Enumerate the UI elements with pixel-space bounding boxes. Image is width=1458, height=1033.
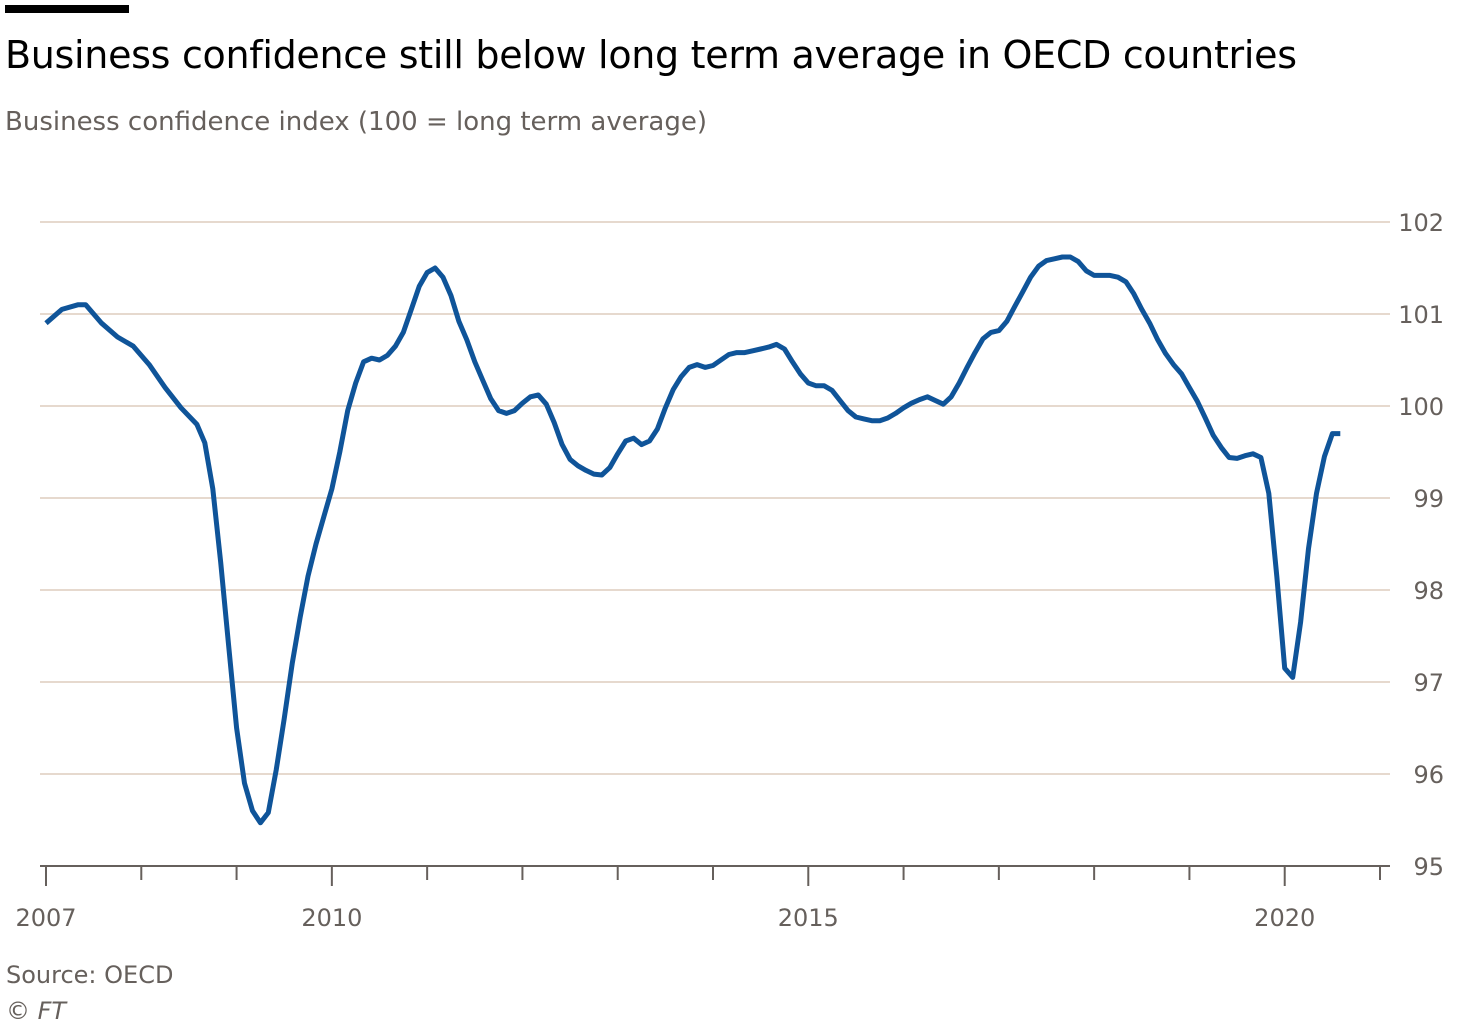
y-tick-label-96: 96	[1413, 761, 1444, 789]
series-line-0	[44, 254, 1341, 826]
chart-title: Business confidence still below long ter…	[5, 33, 1297, 77]
copyright-note: © FT	[6, 997, 67, 1025]
source-note: Source: OECD	[6, 961, 174, 989]
line-chart: 95 96 97 98 99 100 101 102 2007 2010 2015 2020	[15, 209, 1444, 932]
y-tick-label-100: 100	[1398, 393, 1444, 421]
x-tick-label-2010: 2010	[301, 904, 362, 932]
y-tick-label-99: 99	[1413, 485, 1444, 513]
chart-subtitle: Business confidence index (100 = long te…	[5, 107, 707, 137]
x-tick-label-2015: 2015	[778, 904, 839, 932]
grid-lines	[40, 221, 1390, 775]
brand-bar	[5, 5, 129, 13]
x-tick-label-2007: 2007	[15, 904, 76, 932]
y-tick-label-102: 102	[1398, 209, 1444, 237]
y-axis-labels: 95 96 97 98 99 100 101 102	[1398, 209, 1444, 881]
y-tick-label-97: 97	[1413, 669, 1444, 697]
y-tick-label-98: 98	[1413, 577, 1444, 605]
x-tick-label-2020: 2020	[1254, 904, 1315, 932]
x-axis-labels: 2007 2010 2015 2020	[15, 904, 1315, 932]
y-tick-label-95: 95	[1413, 853, 1444, 881]
series-layer	[44, 254, 1341, 826]
x-axis	[40, 865, 1390, 886]
y-tick-label-101: 101	[1398, 301, 1444, 329]
